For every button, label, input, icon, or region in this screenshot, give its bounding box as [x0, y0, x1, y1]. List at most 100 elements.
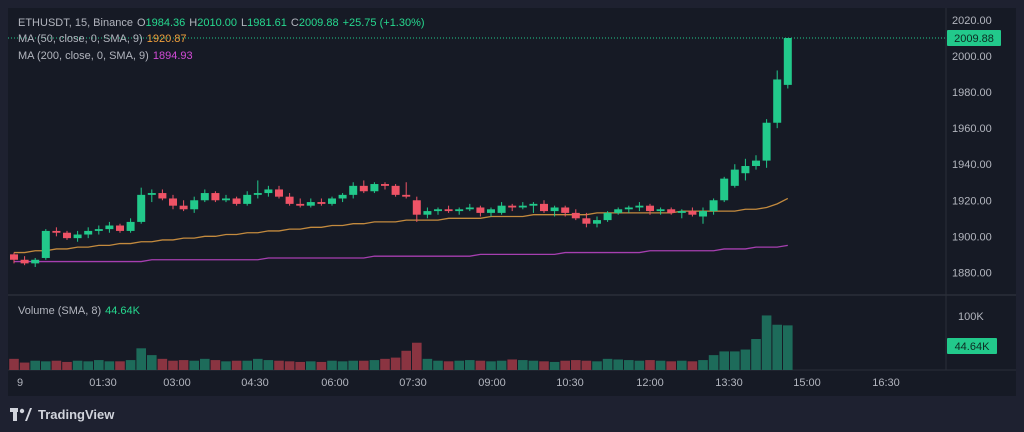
- volume-bar: [136, 348, 146, 370]
- candle-body: [84, 230, 93, 235]
- candle-body: [741, 166, 750, 174]
- candle-body: [391, 185, 400, 195]
- candle-body: [370, 184, 379, 192]
- candle-body: [614, 209, 623, 213]
- volume-bar: [475, 360, 486, 370]
- volume-bar: [390, 357, 401, 370]
- candle-body: [264, 189, 273, 194]
- volume-bar: [327, 360, 337, 370]
- volume-bar: [115, 361, 125, 370]
- volume-bar: [147, 355, 157, 370]
- candle-body: [275, 189, 283, 197]
- volume-bar: [518, 360, 528, 370]
- volume-bar: [263, 360, 274, 370]
- candle-body: [423, 211, 432, 215]
- volume-bar: [740, 349, 751, 370]
- candle-body: [243, 194, 252, 204]
- candle-body: [571, 212, 580, 219]
- volume-bar: [83, 361, 93, 370]
- price-change: +25.75 (+1.30%): [342, 17, 425, 29]
- volume-bar: [655, 360, 666, 370]
- volume-bar: [422, 358, 433, 370]
- volume-bar: [30, 360, 40, 370]
- price-tick-label: 1940.00: [952, 159, 992, 171]
- candle-body: [317, 202, 326, 204]
- candle-body: [709, 200, 718, 212]
- price-tick-label: 2000.00: [952, 51, 992, 63]
- candle-body: [540, 203, 548, 212]
- volume-badge-text: 44.64K: [955, 341, 991, 353]
- volume-bar: [104, 361, 115, 370]
- candle-body: [381, 184, 389, 186]
- candle-body: [752, 160, 760, 167]
- volume-bar: [316, 361, 327, 370]
- volume-bar: [751, 339, 761, 370]
- volume-bar: [486, 361, 496, 370]
- volume-bar: [19, 362, 30, 370]
- volume-bar: [189, 360, 199, 370]
- ma50-line: [14, 197, 789, 254]
- volume-bar: [221, 361, 231, 370]
- candle-body: [169, 198, 177, 206]
- last-price-badge: [947, 30, 1001, 46]
- ohlc-open-value: 1984.36: [145, 17, 186, 29]
- volume-bar: [9, 358, 19, 370]
- candle-body: [762, 122, 771, 161]
- volume-bar: [496, 360, 507, 370]
- candle-body: [232, 198, 241, 204]
- candle-body: [402, 194, 411, 197]
- volume-bar: [41, 361, 51, 370]
- ma50-value: 1920.87: [146, 33, 187, 45]
- ohlc-low-value: 1981.61: [247, 17, 287, 29]
- candlesticks: [10, 38, 792, 267]
- volume-bar: [231, 360, 242, 370]
- volume-bar: [571, 360, 581, 370]
- candle-body: [222, 198, 230, 201]
- volume-bar: [157, 358, 168, 370]
- candle-body: [635, 205, 644, 208]
- candle-body: [338, 194, 347, 199]
- volume-bar: [412, 342, 422, 370]
- volume-bar: [549, 361, 560, 370]
- volume-bar: [62, 361, 72, 370]
- volume-bar: [698, 360, 708, 370]
- volume-bar: [401, 350, 411, 370]
- volume-bar: [730, 351, 740, 370]
- time-tick-label: 15:00: [793, 377, 821, 389]
- candle-body: [730, 169, 739, 186]
- time-tick-label: 07:30: [399, 377, 427, 389]
- candle-body: [656, 209, 665, 212]
- tradingview-brand[interactable]: TradingView: [38, 406, 115, 422]
- volume-bar: [719, 351, 729, 370]
- time-tick-label: 12:00: [636, 377, 664, 389]
- volume-bar: [125, 360, 136, 370]
- ma200-line: [14, 244, 788, 263]
- candle-body: [147, 193, 156, 195]
- candle-body: [52, 230, 61, 233]
- candle-body: [720, 178, 729, 201]
- ma50-legend[interactable]: MA (50, close, 0, SMA, 9) 1920.87: [18, 33, 190, 45]
- time-tick-label: 9: [17, 377, 23, 389]
- time-axis[interactable]: 9 01:30 03:00 04:30 06:00 07:30 09:00 10:30 12:0…: [17, 377, 900, 389]
- volume-bar: [645, 360, 655, 370]
- price-tick-label: 1900.00: [952, 231, 992, 243]
- volume-bar: [687, 361, 698, 370]
- price-axis[interactable]: 2020.00 2000.00 1980.00 1960.00 1940.00 1920.…: [947, 15, 1001, 354]
- volume-bar: [380, 358, 390, 370]
- time-tick-label: 06:00: [321, 377, 349, 389]
- volume-bar: [348, 360, 358, 370]
- volume-bar: [677, 360, 687, 370]
- ma200-legend[interactable]: MA (200, close, 0, SMA, 9) 1894.93: [18, 50, 197, 62]
- candle-body: [783, 38, 792, 85]
- candle-body: [126, 221, 135, 231]
- volume-bar: [253, 358, 263, 370]
- volume-label: Volume (SMA, 8): [18, 305, 102, 317]
- candle-body: [328, 198, 336, 204]
- volume-bar: [210, 360, 221, 370]
- volume-legend[interactable]: Volume (SMA, 8) 44.64K: [18, 305, 144, 317]
- ohlc-close-value: 2009.88: [298, 17, 339, 29]
- candle-body: [773, 79, 782, 123]
- candle-body: [667, 209, 676, 213]
- candle-body: [105, 225, 114, 230]
